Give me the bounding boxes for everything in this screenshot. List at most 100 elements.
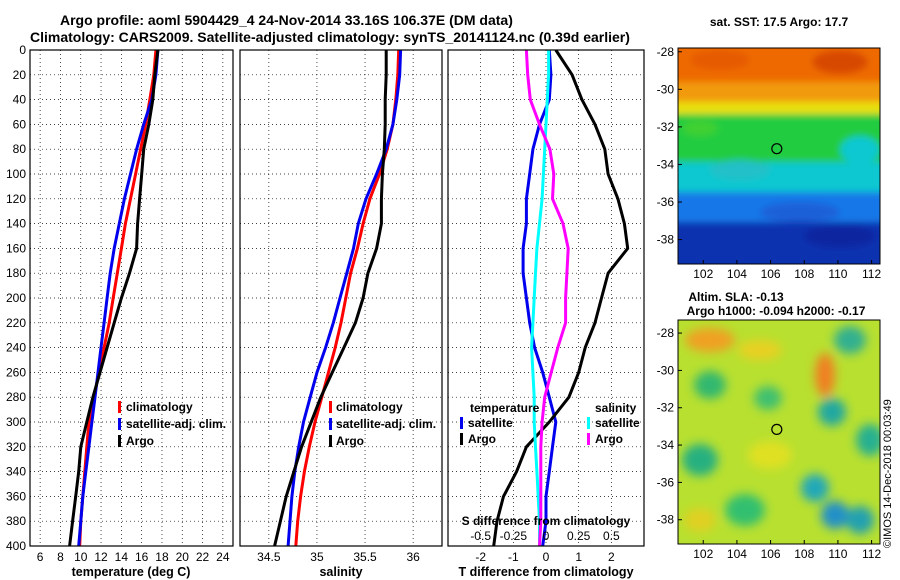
map-x-tick-label: 104 — [727, 547, 747, 561]
legend-label-satellite-adj: satellite-adj. clim. — [126, 417, 226, 431]
x-tick-label: 2 — [608, 550, 615, 564]
sla-blob-1 — [685, 328, 735, 352]
x-tick-label: 20 — [176, 550, 190, 564]
sla-blob-13 — [846, 506, 874, 534]
sla-map-subtitle: Argo h1000: -0.094 h2000: -0.17 — [687, 304, 866, 318]
legend-label-argo: Argo — [336, 434, 364, 448]
depth-tick-label: 260 — [6, 365, 26, 379]
x-tick-label: 14 — [115, 550, 129, 564]
legend-swatch-climatology — [118, 401, 121, 413]
sla-blob-15 — [684, 508, 716, 532]
x-tick-label: 35.5 — [353, 550, 377, 564]
sla-map-title: Altim. SLA: -0.13 — [688, 290, 784, 304]
map-y-tick-label: -34 — [657, 157, 675, 171]
sst-field — [678, 48, 880, 264]
depth-tick-label: 180 — [6, 266, 26, 280]
imos-credit: ©IMOS 14-Dec-2018 00:03:49 — [882, 399, 894, 548]
legend-swatch-climatology — [329, 401, 332, 413]
x-tick-label: 35 — [310, 550, 324, 564]
legend-swatch-argo — [329, 435, 332, 447]
legend-header-salinity: salinity — [595, 401, 637, 415]
temperature-series — [68, 50, 160, 546]
legend-label-s-argo: Argo — [595, 432, 623, 446]
title-line-1: Argo profile: aoml 5904429_4 24-Nov-2014… — [60, 12, 513, 28]
title-line-2: Climatology: CARS2009. Satellite-adjuste… — [30, 29, 630, 45]
x-tick-label: -2 — [475, 550, 486, 564]
salinity-xlabel: salinity — [319, 565, 362, 579]
x-tick-label: 10 — [74, 550, 88, 564]
x-tick-label: 8 — [57, 550, 64, 564]
s-diff-tick-label: -0.25 — [500, 529, 528, 543]
series-line-salinity-satellite — [530, 50, 551, 546]
map-x-tick-label: 112 — [862, 267, 881, 281]
t-difference-xlabel: T difference from climatology — [458, 565, 633, 579]
sla-float-marker — [771, 423, 783, 435]
sla-blob-8 — [856, 424, 880, 456]
depth-tick-label: 0 — [19, 43, 26, 57]
map-y-tick-label: -28 — [657, 326, 675, 340]
salinity-legend: climatology satellite-adj. clim. Argo — [329, 400, 436, 448]
depth-tick-label: 80 — [13, 142, 27, 156]
depth-tick-label: 340 — [6, 465, 26, 479]
s-diff-tick-label: 0.25 — [567, 529, 591, 543]
difference-panel: -2 -1 0 1 2 -0.5 -0.25 0 0.25 0.5 S difference f… — [447, 49, 645, 579]
temperature-grid — [30, 49, 233, 547]
s-difference-tick-labels: -0.5 -0.25 0 0.25 0.5 — [470, 529, 620, 543]
sla-blob-9 — [682, 444, 718, 476]
series-line-salinity-argo — [524, 50, 570, 546]
temperature-xlabel: temperature (deg C) — [72, 565, 191, 579]
sla-map-image — [678, 320, 880, 544]
map-x-tick-label: 104 — [727, 267, 747, 281]
legend-label-climatology: climatology — [336, 400, 403, 414]
sst-patch-2 — [690, 50, 750, 70]
depth-tick-label: 380 — [6, 514, 26, 528]
map-y-tick-label: -38 — [657, 513, 675, 527]
map-x-tick-label: 110 — [828, 547, 847, 561]
depth-tick-label: 400 — [6, 539, 26, 553]
series-line-temperature-satellite — [521, 50, 558, 546]
sst-patch-6 — [760, 202, 840, 222]
sst-patch-7 — [804, 224, 876, 248]
legend-swatch-t-argo — [460, 433, 463, 445]
map-y-tick-label: -32 — [657, 120, 675, 134]
legend-swatch-satellite-adj — [118, 418, 121, 430]
sst-map-image — [678, 48, 880, 264]
sst-map-title: sat. SST: 17.5 Argo: 17.7 — [710, 15, 849, 29]
depth-tick-label: 240 — [6, 341, 26, 355]
temperature-panel: 0 20 40 60 80 100 120 140 160 180 200 220 240 260 280 3… — [6, 43, 234, 579]
difference-legend: temperature satellite Argo salinity sate… — [460, 401, 640, 446]
map-y-tick-label: -30 — [657, 363, 675, 377]
sla-blob-3 — [815, 353, 835, 397]
depth-tick-label: 40 — [13, 93, 27, 107]
s-diff-tick-label: 0.5 — [603, 529, 620, 543]
sla-blob-10 — [801, 474, 829, 502]
sst-patch-1 — [812, 50, 868, 74]
x-tick-label: 12 — [94, 550, 108, 564]
map-x-tick-label: 102 — [693, 547, 713, 561]
depth-tick-label: 320 — [6, 440, 26, 454]
map-x-tick-label: 102 — [693, 267, 713, 281]
depth-tick-label: 220 — [6, 316, 26, 330]
x-tick-label: 24 — [216, 550, 230, 564]
sst-band-orange — [678, 82, 880, 104]
sla-blob-5 — [834, 326, 866, 354]
map-y-tick-label: -28 — [657, 45, 675, 59]
depth-tick-label: 120 — [6, 192, 26, 206]
s-diff-tick-label: 0 — [543, 529, 550, 543]
difference-series — [492, 50, 630, 546]
legend-swatch-s-satellite — [587, 417, 590, 429]
salinity-grid — [240, 49, 442, 547]
sst-band-cyan — [678, 162, 880, 194]
depth-tick-label: 160 — [6, 241, 26, 255]
legend-swatch-argo — [118, 435, 121, 447]
sla-blob-2 — [738, 340, 782, 360]
sst-patch-5 — [710, 160, 770, 180]
sla-map-frame — [677, 319, 881, 545]
sla-blob-11 — [821, 501, 849, 529]
legend-swatch-t-satellite — [460, 417, 463, 429]
sla-map-panel: Altim. SLA: -0.13 Argo h1000: -0.094 h20… — [657, 290, 882, 561]
difference-grid — [448, 49, 644, 547]
map-x-tick-label: 108 — [794, 547, 814, 561]
sla-blob-4 — [694, 371, 726, 399]
map-x-tick-label: 112 — [862, 547, 881, 561]
